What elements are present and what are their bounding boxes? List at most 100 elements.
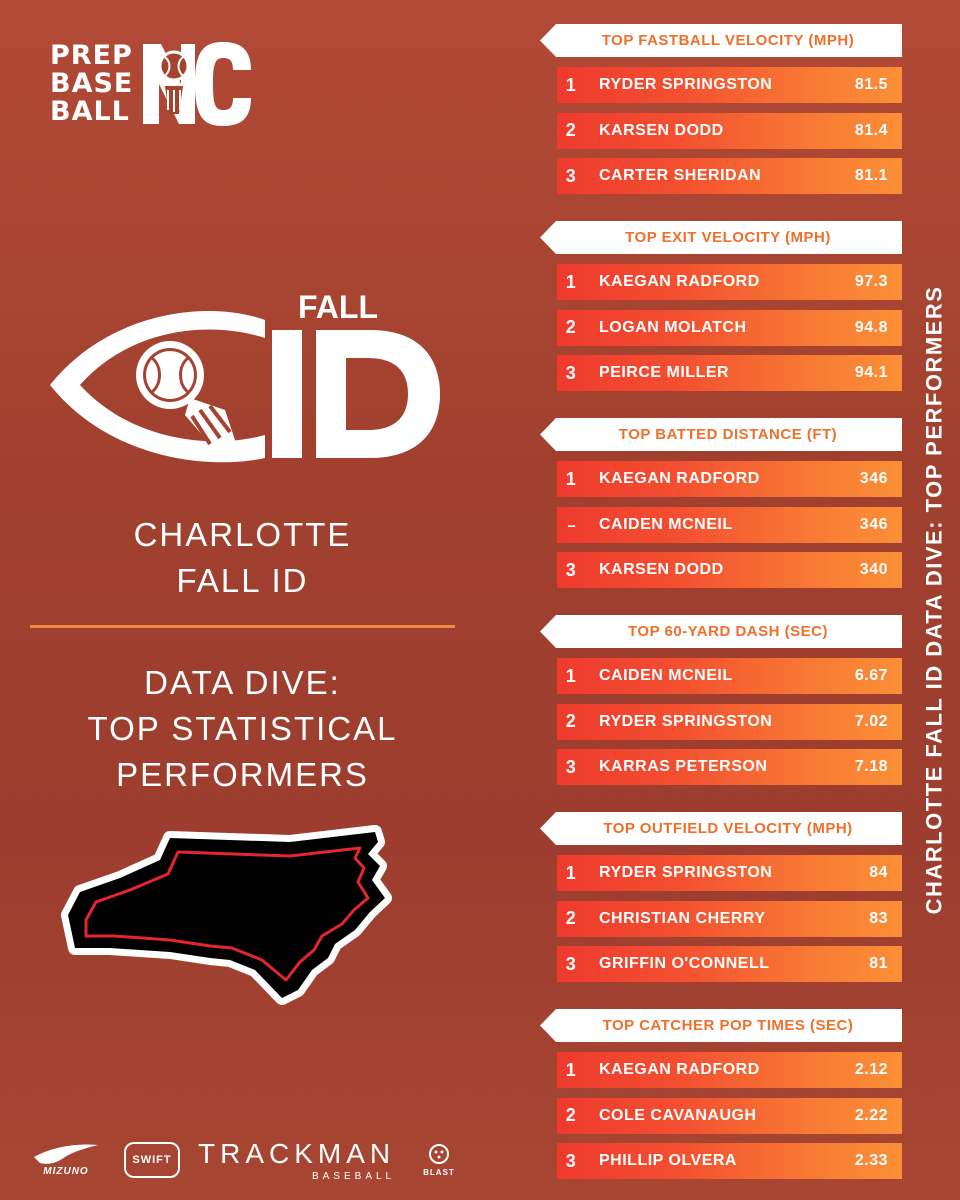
stat-value: 2.22 — [854, 1106, 888, 1124]
category-header-tab — [540, 221, 902, 254]
player-name: CARTER SHERIDAN — [599, 167, 762, 184]
category-title: TOP BATTED DISTANCE (FT) — [618, 426, 838, 443]
leaderboard-row: 1 KAEGAN RADFORD 346 — [557, 461, 902, 497]
player-name: COLE CAVANAUGH — [599, 1106, 757, 1124]
headline-line-3: PERFORMERS — [116, 756, 369, 793]
logo-wordmark: PREP BASE BALL — [50, 42, 133, 126]
leaderboard-row: 2 LOGAN MOLATCH 94.8 — [557, 309, 902, 346]
rank: 1 — [565, 271, 577, 292]
prep-baseball-nc-logo: PREP BASE BALL — [50, 38, 255, 130]
mizuno-logo: MIZUNO — [30, 1143, 102, 1177]
stat-value: 7.18 — [854, 758, 888, 775]
stat-value: 81.1 — [854, 167, 888, 184]
stat-value: 81.5 — [854, 76, 888, 93]
category-header-tab — [540, 812, 902, 845]
leaderboard-row: 3 PEIRCE MILLER 94.1 — [557, 355, 902, 391]
leaderboard-row: 3 GRIFFIN O'CONNELL 81 — [557, 946, 902, 982]
mizuno-runbird-icon — [34, 1144, 98, 1164]
category-header: TOP 60-YARD DASH (SEC) — [540, 615, 902, 648]
player-name: KARSEN DODD — [599, 561, 724, 578]
leaderboard-row: 1 KAEGAN RADFORD 2.12 — [557, 1052, 902, 1088]
leaderboard-row: 2 COLE CAVANAUGH 2.22 — [557, 1097, 902, 1134]
player-name: KAEGAN RADFORD — [599, 470, 760, 487]
rank: 2 — [565, 120, 577, 140]
player-name: CHRISTIAN CHERRY — [599, 909, 766, 927]
rank: 1 — [565, 862, 577, 883]
leaderboard-row: 2 RYDER SPRINGSTON 7.02 — [557, 703, 902, 740]
eye-icon — [50, 311, 265, 463]
baseball-icon — [136, 341, 235, 450]
rank: 1 — [565, 665, 577, 686]
category-title: TOP OUTFIELD VELOCITY (MPH) — [603, 820, 853, 837]
leaderboard-row: 3 PHILLIP OLVERA 2.33 — [557, 1143, 902, 1179]
leaderboard-row: 3 CARTER SHERIDAN 81.1 — [557, 158, 902, 194]
player-name: PHILLIP OLVERA — [599, 1152, 737, 1169]
rank: 3 — [565, 165, 577, 186]
player-name: KAEGAN RADFORD — [599, 1061, 760, 1078]
category-card: TOP FASTBALL VELOCITY (MPH) 1 RYDER SPRING… — [540, 24, 902, 221]
rank: 3 — [565, 756, 577, 777]
sponsor-bar: MIZUNO SWIFT TRACKMAN BASEBALL BLAST — [30, 1135, 500, 1185]
leaderboard-row: -- CAIDEN MCNEIL 346 — [557, 506, 902, 543]
rank: 2 — [565, 711, 577, 731]
event-city: CHARLOTTE FALL ID — [30, 512, 455, 604]
blast-name: BLAST — [423, 1168, 455, 1177]
stat-value: 2.12 — [854, 1061, 888, 1078]
headline-line-2: TOP STATISTICAL — [87, 710, 398, 747]
category-title: TOP EXIT VELOCITY (MPH) — [625, 229, 831, 246]
leaderboard-row: 1 KAEGAN RADFORD 97.3 — [557, 264, 902, 300]
category-rows: 1 RYDER SPRINGSTON 81.5 2 KARSEN DODD 81.4 3 CA… — [557, 67, 902, 194]
blast-logo: BLAST — [423, 1143, 455, 1177]
category-header: TOP BATTED DISTANCE (FT) — [540, 418, 902, 451]
logo-line-prep: PREP — [50, 40, 133, 71]
rank: 1 — [565, 1059, 577, 1080]
category-title: TOP FASTBALL VELOCITY (MPH) — [601, 32, 855, 49]
category-card: TOP EXIT VELOCITY (MPH) 1 KAEGAN RADFORD 97… — [540, 221, 902, 418]
mizuno-name: MIZUNO — [43, 1166, 89, 1177]
stat-value: 84 — [869, 864, 888, 881]
category-header: TOP CATCHER POP TIMES (SEC) — [540, 1009, 902, 1042]
category-header: TOP EXIT VELOCITY (MPH) — [540, 221, 902, 254]
vertical-title: CHARLOTTE FALL ID DATA DIVE: TOP PERFORM… — [912, 0, 956, 1200]
rank: 3 — [565, 559, 577, 580]
rank: 2 — [565, 317, 577, 337]
stat-value: 346 — [859, 470, 888, 487]
category-rows: 1 CAIDEN MCNEIL 6.67 2 RYDER SPRINGSTON 7.02 3… — [557, 658, 902, 785]
player-name: GRIFFIN O'CONNELL — [599, 955, 770, 972]
city-line-2: FALL ID — [176, 562, 309, 599]
player-name: LOGAN MOLATCH — [599, 318, 747, 336]
leaderboard-row: 1 RYDER SPRINGSTON 81.5 — [557, 67, 902, 103]
stat-value: 81.4 — [854, 121, 888, 139]
category-header: TOP OUTFIELD VELOCITY (MPH) — [540, 812, 902, 845]
headline-line-1: DATA DIVE: — [144, 664, 341, 701]
player-name: RYDER SPRINGSTON — [599, 76, 773, 93]
stat-value: 94.8 — [854, 318, 888, 336]
leaderboard-categories: TOP FASTBALL VELOCITY (MPH) 1 RYDER SPRING… — [540, 24, 902, 1200]
category-header-tab — [540, 418, 902, 451]
category-header-tab — [540, 1009, 902, 1042]
city-line-1: CHARLOTTE — [133, 516, 352, 553]
rank: 3 — [565, 1150, 577, 1171]
stat-value: 7.02 — [854, 712, 888, 730]
rank: -- — [567, 516, 575, 533]
player-name: RYDER SPRINGSTON — [599, 712, 773, 730]
trackman-sub: BASEBALL — [311, 1170, 396, 1182]
category-card: TOP OUTFIELD VELOCITY (MPH) 1 RYDER SPRING… — [540, 812, 902, 1009]
leaderboard-row: 2 KARSEN DODD 81.4 — [557, 112, 902, 149]
logo-line-ball: BALL — [50, 96, 130, 127]
leaderboard-row: 1 RYDER SPRINGSTON 84 — [557, 855, 902, 891]
nc-monogram-icon — [143, 42, 252, 126]
blast-icon — [428, 1144, 449, 1164]
category-header: TOP FASTBALL VELOCITY (MPH) — [540, 24, 902, 57]
category-card: TOP BATTED DISTANCE (FT) 1 KAEGAN RADFORD 3… — [540, 418, 902, 615]
category-header-tab — [540, 24, 902, 57]
stat-value: 6.67 — [854, 667, 888, 684]
stat-value: 340 — [859, 561, 888, 578]
player-name: CAIDEN MCNEIL — [599, 667, 733, 684]
logo-line-base: BASE — [50, 68, 134, 99]
rank: 2 — [565, 908, 577, 928]
leaderboard-row: 2 CHRISTIAN CHERRY 83 — [557, 900, 902, 937]
player-name: CAIDEN MCNEIL — [599, 515, 733, 533]
stat-value: 81 — [869, 955, 888, 972]
category-title: TOP CATCHER POP TIMES (SEC) — [602, 1017, 854, 1034]
